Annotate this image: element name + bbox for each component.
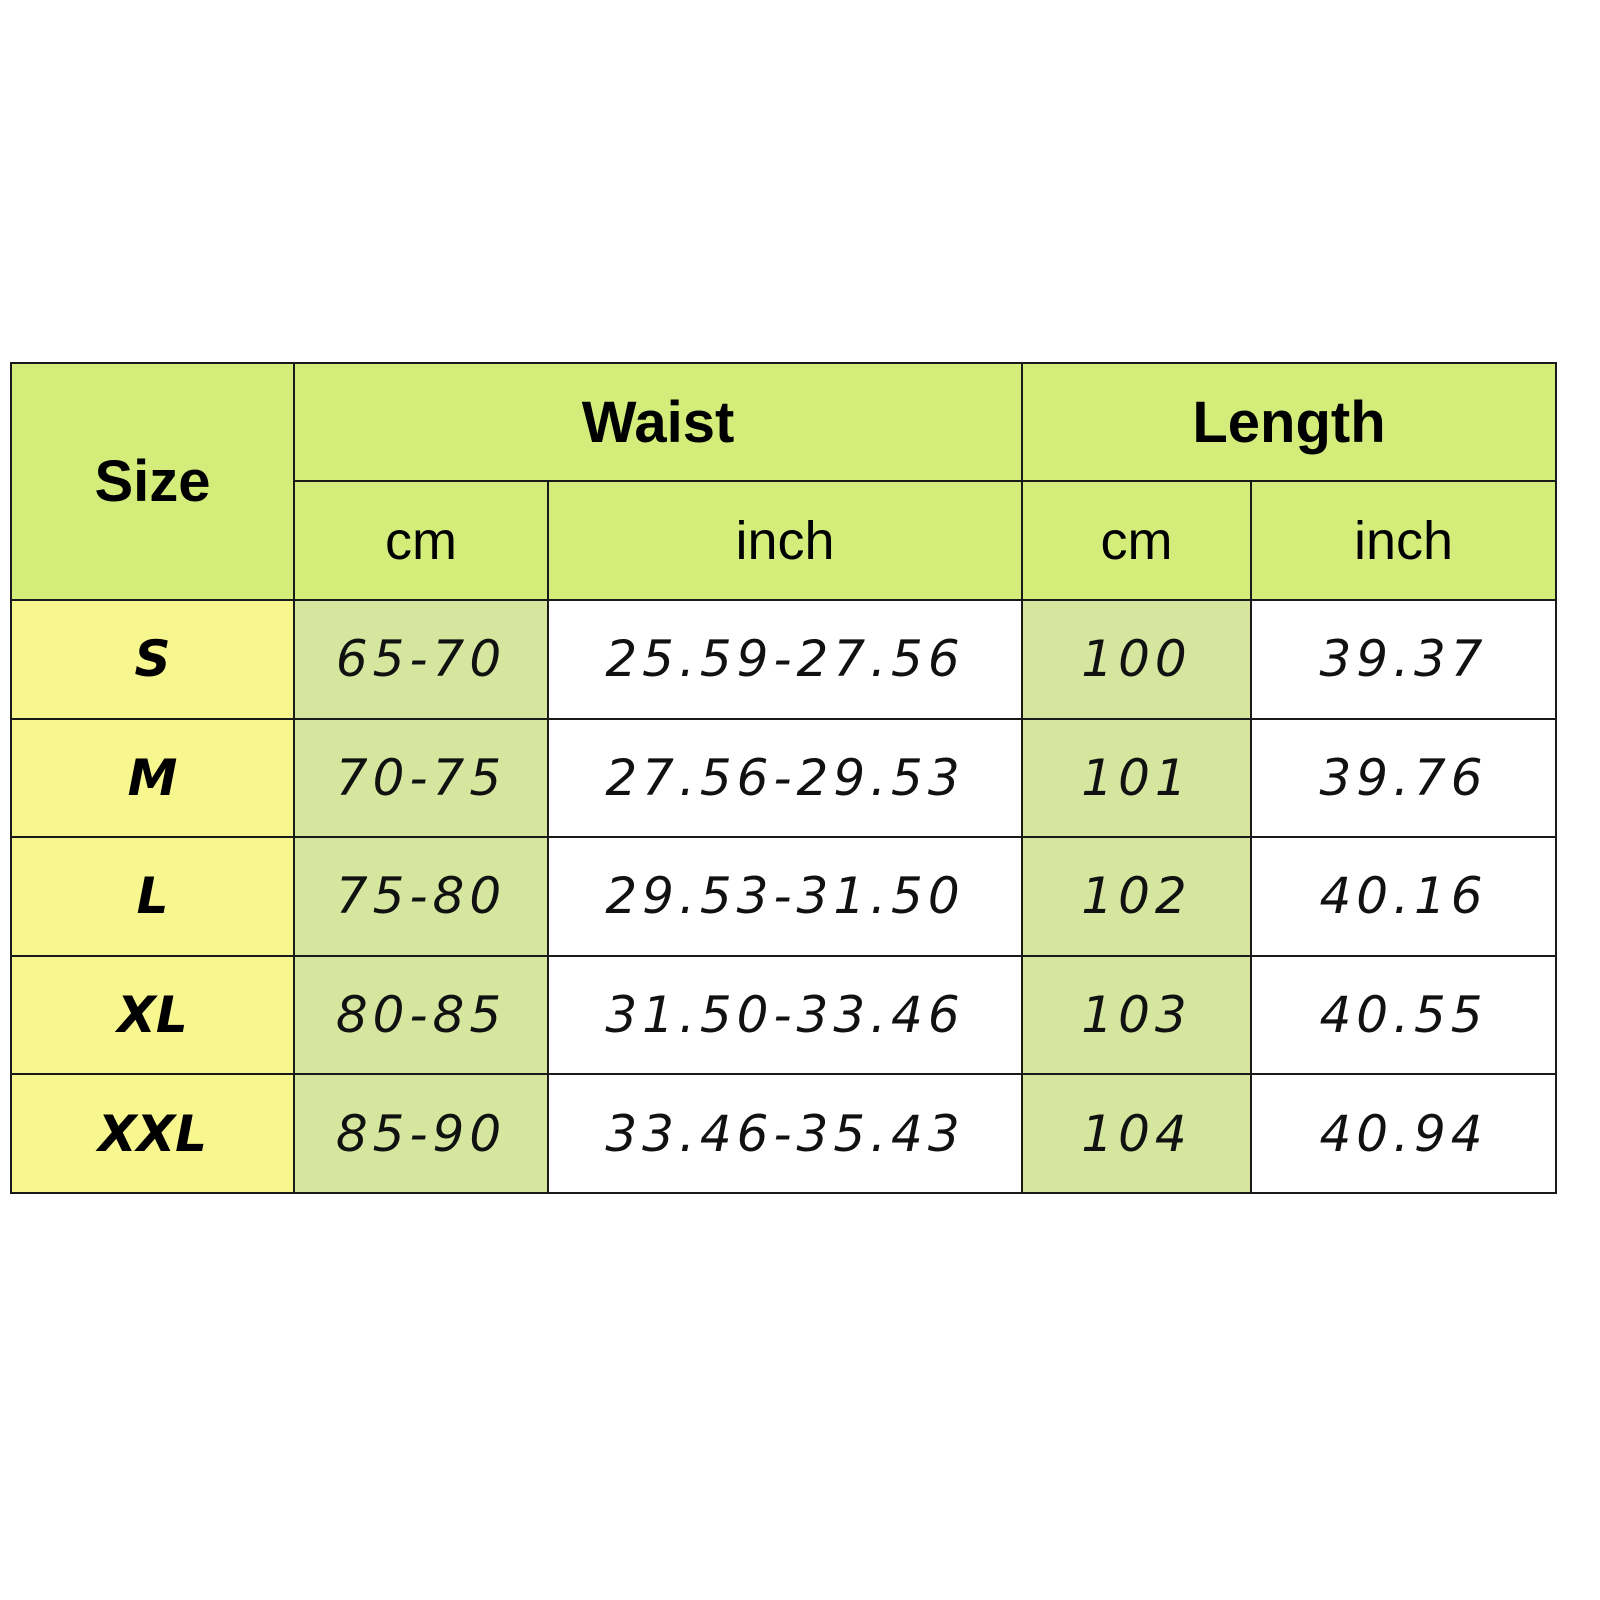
length-inch-cell: 39.37	[1250, 599, 1558, 720]
size-cell: XXL	[10, 1073, 295, 1194]
table-row: XXL 85-90 33.46-35.43 104 40.94	[10, 1073, 1558, 1194]
size-cell: XL	[10, 954, 295, 1076]
waist-inch-cell: 33.46-35.43	[546, 1073, 1024, 1194]
size-chart-table: Size Waist Length cm inch cm inch S 65-70…	[10, 362, 1558, 1194]
size-cell: L	[10, 836, 295, 957]
length-inch-cell: 39.76	[1250, 717, 1558, 839]
length-cm-cell: 101	[1021, 717, 1253, 839]
length-inch-cell: 40.94	[1250, 1073, 1558, 1194]
length-inch-header: inch	[1250, 480, 1558, 601]
size-header: Size	[10, 362, 295, 601]
table-row: L 75-80 29.53-31.50 102 40.16	[10, 836, 1558, 957]
table-row: S 65-70 25.59-27.56 100 39.37	[10, 599, 1558, 720]
waist-inch-cell: 31.50-33.46	[546, 954, 1024, 1076]
table-row: M 70-75 27.56-29.53 101 39.76	[10, 717, 1558, 839]
waist-inch-cell: 29.53-31.50	[546, 836, 1024, 957]
length-cm-cell: 100	[1021, 599, 1253, 720]
waist-cm-header: cm	[293, 480, 549, 601]
table-row: XL 80-85 31.50-33.46 103 40.55	[10, 954, 1558, 1076]
size-cell: S	[10, 599, 295, 720]
length-cm-cell: 102	[1021, 836, 1253, 957]
waist-inch-header: inch	[546, 480, 1024, 601]
waist-header: Waist	[292, 362, 1024, 482]
waist-cm-cell: 85-90	[293, 1073, 549, 1194]
length-inch-cell: 40.16	[1250, 836, 1558, 957]
length-header: Length	[1021, 362, 1558, 482]
size-cell: M	[10, 717, 295, 839]
length-inch-cell: 40.55	[1250, 954, 1558, 1076]
waist-cm-cell: 65-70	[293, 599, 549, 720]
length-cm-cell: 103	[1021, 954, 1253, 1076]
waist-cm-cell: 75-80	[293, 836, 549, 957]
waist-cm-cell: 70-75	[293, 717, 549, 839]
length-cm-header: cm	[1021, 480, 1253, 601]
length-cm-cell: 104	[1021, 1073, 1253, 1194]
waist-inch-cell: 27.56-29.53	[546, 717, 1024, 839]
waist-cm-cell: 80-85	[293, 954, 549, 1076]
waist-inch-cell: 25.59-27.56	[546, 599, 1024, 720]
